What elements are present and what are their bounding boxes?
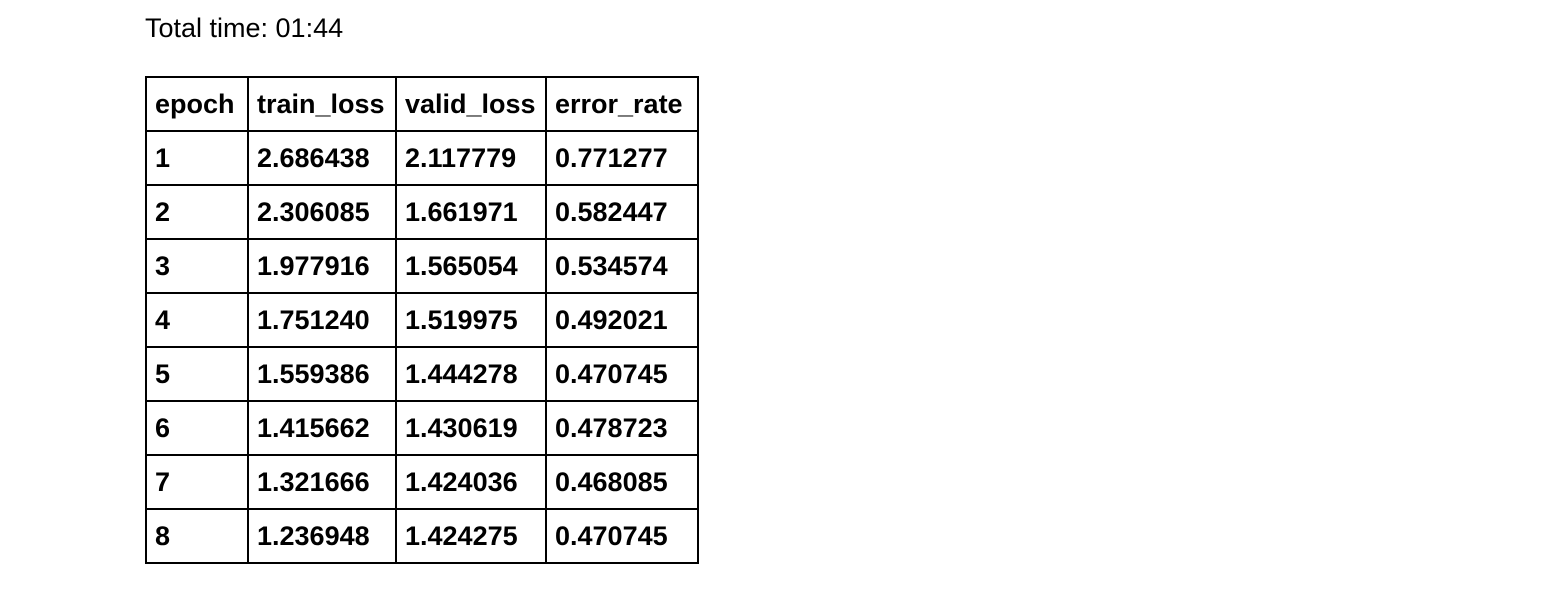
error-rate-cell: 0.470745 xyxy=(545,508,699,564)
valid-loss-cell: 1.519975 xyxy=(395,292,547,348)
valid-loss-cell: 2.117779 xyxy=(395,130,547,186)
error-rate-cell: 0.582447 xyxy=(545,184,699,240)
table-row: 8 1.236948 1.424275 0.470745 xyxy=(145,508,699,564)
valid-loss-cell: 1.424275 xyxy=(395,508,547,564)
train-loss-cell: 1.559386 xyxy=(247,346,397,402)
train-loss-cell: 1.977916 xyxy=(247,238,397,294)
valid-loss-cell: 1.444278 xyxy=(395,346,547,402)
epoch-cell: 6 xyxy=(145,400,249,456)
train-loss-cell: 1.751240 xyxy=(247,292,397,348)
train-loss-cell: 1.321666 xyxy=(247,454,397,510)
valid-loss-cell: 1.424036 xyxy=(395,454,547,510)
error-rate-cell: 0.534574 xyxy=(545,238,699,294)
table-row: 1 2.686438 2.117779 0.771277 xyxy=(145,130,699,186)
table-row: 4 1.751240 1.519975 0.492021 xyxy=(145,292,699,348)
train-loss-cell: 2.306085 xyxy=(247,184,397,240)
error-rate-cell: 0.492021 xyxy=(545,292,699,348)
epoch-cell: 4 xyxy=(145,292,249,348)
table-row: 6 1.415662 1.430619 0.478723 xyxy=(145,400,699,456)
column-header-error-rate: error_rate xyxy=(545,76,699,132)
valid-loss-cell: 1.661971 xyxy=(395,184,547,240)
error-rate-cell: 0.470745 xyxy=(545,346,699,402)
train-loss-cell: 2.686438 xyxy=(247,130,397,186)
total-time-label: Total time: 01:44 xyxy=(145,13,344,43)
error-rate-cell: 0.771277 xyxy=(545,130,699,186)
training-results-table: epoch train_loss valid_loss error_rate 1… xyxy=(145,76,699,564)
table-row: 3 1.977916 1.565054 0.534574 xyxy=(145,238,699,294)
train-loss-cell: 1.236948 xyxy=(247,508,397,564)
column-header-epoch: epoch xyxy=(145,76,249,132)
epoch-cell: 1 xyxy=(145,130,249,186)
train-loss-cell: 1.415662 xyxy=(247,400,397,456)
error-rate-cell: 0.468085 xyxy=(545,454,699,510)
table-row: 5 1.559386 1.444278 0.470745 xyxy=(145,346,699,402)
valid-loss-cell: 1.430619 xyxy=(395,400,547,456)
epoch-cell: 8 xyxy=(145,508,249,564)
error-rate-cell: 0.478723 xyxy=(545,400,699,456)
table-header-row: epoch train_loss valid_loss error_rate xyxy=(145,76,699,132)
column-header-train-loss: train_loss xyxy=(247,76,397,132)
epoch-cell: 7 xyxy=(145,454,249,510)
table-row: 2 2.306085 1.661971 0.582447 xyxy=(145,184,699,240)
epoch-cell: 3 xyxy=(145,238,249,294)
epoch-cell: 2 xyxy=(145,184,249,240)
valid-loss-cell: 1.565054 xyxy=(395,238,547,294)
training-output: Total time: 01:44 epoch train_loss valid… xyxy=(145,12,699,564)
epoch-cell: 5 xyxy=(145,346,249,402)
column-header-valid-loss: valid_loss xyxy=(395,76,547,132)
table-row: 7 1.321666 1.424036 0.468085 xyxy=(145,454,699,510)
